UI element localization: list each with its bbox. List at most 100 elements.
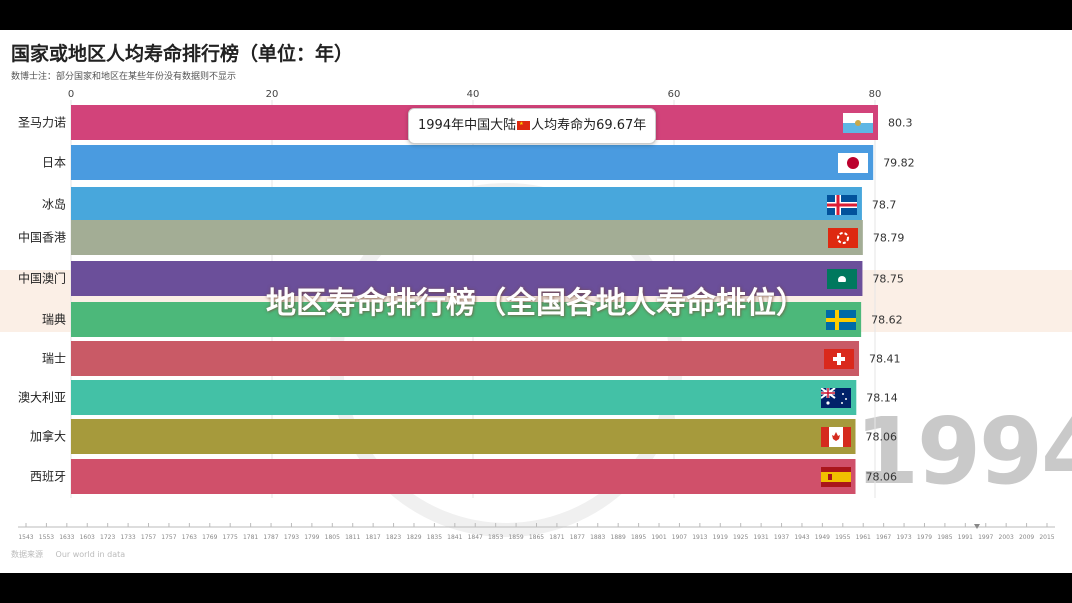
current-year-watermark: 1994: [855, 398, 1072, 505]
bar: [71, 261, 863, 296]
overlay-banner-title: 地区寿命排行榜（全国各地人寿命排位）: [266, 286, 806, 321]
x-tick-label: 80: [869, 89, 882, 100]
switzerland-flag-icon: [824, 348, 855, 369]
bar-chart: 0 20 40 60 80 圣马力诺 80.3 日本 79.82 冰岛 78.7 中国香港 78.79 中…: [18, 89, 1055, 541]
bar: [71, 419, 856, 454]
timeline-tick-label: 1835: [427, 534, 442, 541]
timeline-tick-label: 1895: [631, 534, 646, 541]
timeline-tick-label: 1871: [549, 534, 564, 541]
timeline-tick-label: 1603: [80, 534, 95, 541]
timeline-tick-label: 1829: [406, 534, 421, 541]
value-label: 78.06: [866, 431, 898, 444]
timeline-tick-label: 1817: [365, 534, 380, 541]
timeline-tick-label: 1805: [325, 534, 340, 541]
timeline-tick-label: 1937: [774, 534, 789, 541]
timeline-tick-label: 1543: [18, 534, 33, 541]
x-tick-label: 0: [68, 89, 74, 100]
timeline-tick-label: 1787: [263, 534, 278, 541]
timeline-tick-label: 1865: [529, 534, 544, 541]
timeline-tick-label: 1823: [386, 534, 401, 541]
timeline-pointer-icon: [974, 524, 980, 529]
timeline-tick-label: 1723: [100, 534, 115, 541]
canada-flag-icon: [820, 426, 851, 447]
macau-flag-icon: [827, 268, 858, 289]
value-label: 78.7: [872, 199, 897, 212]
category-label: 瑞士: [42, 352, 66, 366]
category-label: 冰岛: [42, 197, 66, 212]
category-label: 中国香港: [18, 230, 66, 245]
timeline-tick-label: 1943: [794, 534, 809, 541]
chart-frame: 1994 0 20 40 60 80 圣马力诺 80.3 日本 79.82 冰岛 78.7 中国香港 7…: [0, 30, 1072, 573]
category-label: 加拿大: [30, 429, 66, 444]
timeline-tick-label: 1919: [713, 534, 728, 541]
timeline-tick-label: 1877: [570, 534, 585, 541]
australia-flag-icon: [820, 386, 852, 408]
timeline-tick-label: 1925: [733, 534, 748, 541]
china-flag-icon: ★: [517, 121, 531, 130]
tooltip-suffix: 人均寿命为69.67年: [531, 118, 647, 133]
category-label: 瑞典: [42, 313, 66, 327]
timeline-tick-label: 1967: [876, 534, 891, 541]
category-label: 西班牙: [30, 470, 66, 484]
timeline-tick-label: 1757: [141, 534, 156, 541]
value-label: 78.06: [866, 471, 898, 484]
timeline-tick-label: 1633: [59, 534, 74, 541]
timeline-tick-label: 1979: [917, 534, 932, 541]
timeline-tick-label: 1949: [815, 534, 830, 541]
bar: [71, 187, 862, 222]
timeline-tick-label: 1793: [284, 534, 299, 541]
source-label: 数据来源: [11, 550, 43, 559]
category-label: 日本: [42, 156, 66, 170]
timeline-tick-label: 1775: [223, 534, 238, 541]
timeline-tick-label: 1907: [672, 534, 687, 541]
bar: [71, 302, 862, 337]
iceland-flag-icon: [826, 194, 857, 215]
timeline-tick-label: 1901: [651, 534, 666, 541]
value-label: 78.79: [873, 232, 905, 245]
x-tick-label: 20: [266, 89, 279, 100]
timeline-tick-label: 1769: [202, 534, 217, 541]
timeline-tick-label: 1847: [468, 534, 483, 541]
timeline-tick-label: 1991: [958, 534, 973, 541]
chart-title: 国家或地区人均寿命排行榜（单位：年）: [11, 43, 354, 65]
timeline-tick-label: 1853: [488, 534, 503, 541]
bar: [71, 380, 857, 415]
timeline-tick-label: 1763: [182, 534, 197, 541]
source-value: Our world in data: [55, 550, 126, 559]
category-label: 圣马力诺: [18, 116, 66, 130]
timeline-tick-label: 1757: [161, 534, 176, 541]
timeline-tick-label: 2015: [1039, 534, 1054, 541]
timeline-tick-label: 1913: [692, 534, 707, 541]
x-tick-label: 40: [467, 89, 480, 100]
bar: [71, 220, 863, 255]
chart-note: 数博士注：部分国家和地区在某些年份没有数据则不显示: [11, 72, 237, 82]
timeline-tick-label: 1859: [508, 534, 523, 541]
value-label: 78.75: [872, 273, 904, 286]
value-label: 78.62: [871, 314, 903, 327]
timeline-tick-label: 1733: [120, 534, 135, 541]
category-label: 澳大利亚: [18, 391, 66, 405]
value-label: 79.82: [883, 157, 915, 170]
timeline-tick-label: 1883: [590, 534, 605, 541]
value-label: 78.14: [866, 392, 898, 405]
tooltip-prefix: 1994年中国大陆: [418, 118, 517, 133]
timeline-tick-label: 2003: [999, 534, 1014, 541]
data-source: 数据来源 Our world in data: [11, 549, 135, 560]
hong-kong-flag-icon: [827, 227, 858, 248]
bar: [71, 341, 860, 376]
timeline-tick-label: 1799: [304, 534, 319, 541]
sweden-flag-icon: [826, 309, 857, 330]
timeline-tick-label: 1931: [753, 534, 768, 541]
bar: [71, 145, 874, 180]
japan-flag-icon: [838, 152, 869, 173]
timeline-tick-label: 1781: [243, 534, 258, 541]
timeline-tick-label: 1811: [345, 534, 360, 541]
bar: [71, 459, 856, 494]
timeline-tick-label: 1997: [978, 534, 993, 541]
value-label: 78.41: [869, 353, 901, 366]
timeline-tick-label: 2009: [1019, 534, 1034, 541]
x-tick-label: 60: [668, 89, 681, 100]
timeline-tick-label: 1841: [447, 534, 462, 541]
timeline-tick-label: 1955: [835, 534, 850, 541]
timeline-tick-label: 1973: [896, 534, 911, 541]
